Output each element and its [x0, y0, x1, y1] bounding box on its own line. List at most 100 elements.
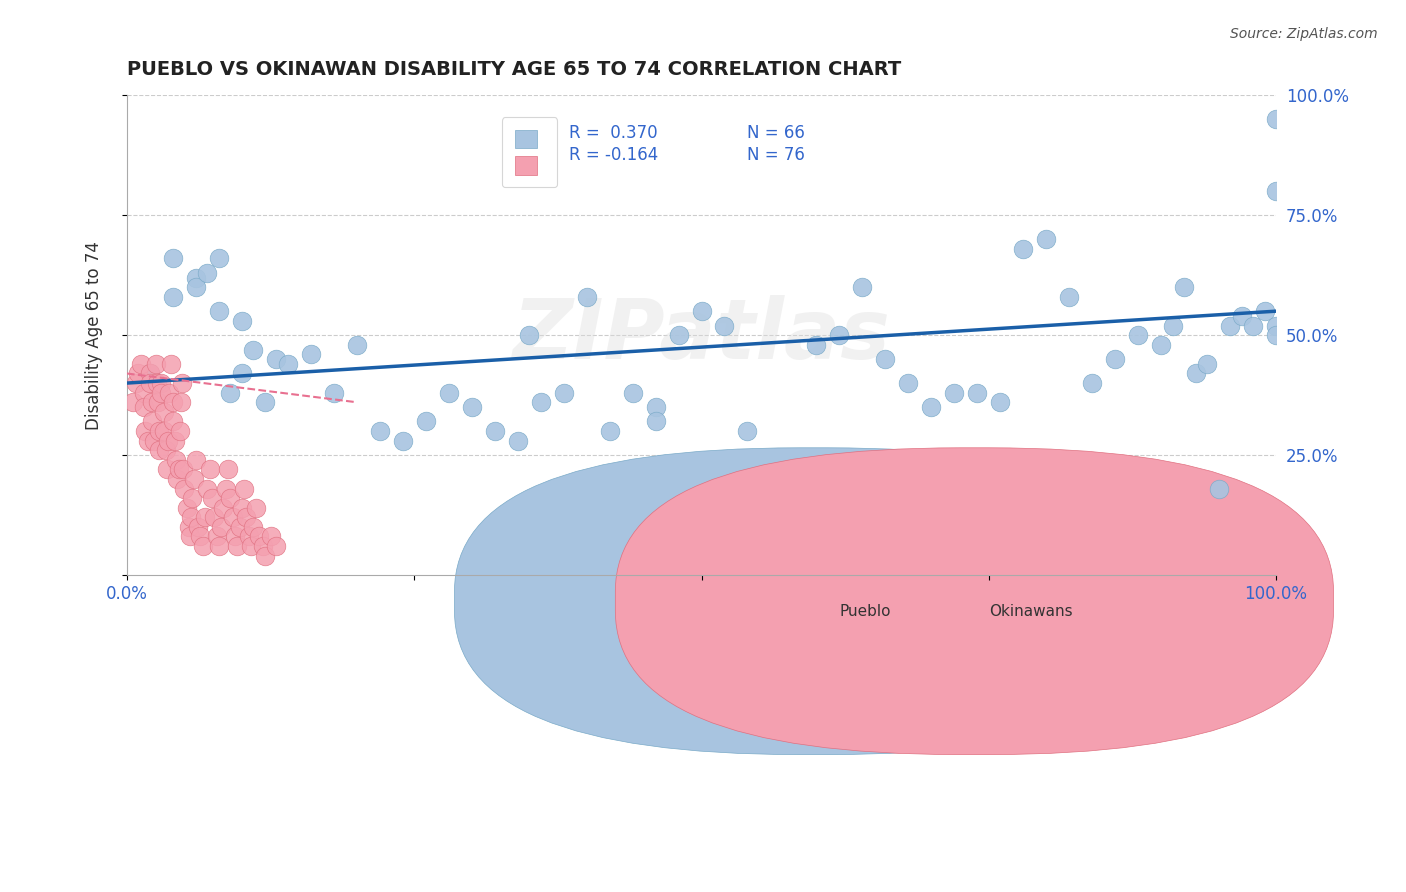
Point [162, 414, 184, 428]
Point [277, 357, 299, 371]
Point [644, 414, 666, 428]
Point [221, 510, 243, 524]
Point [415, 414, 437, 428]
Point [920, 400, 942, 414]
Point [143, 434, 166, 448]
Point [851, 280, 873, 294]
Point [209, 520, 232, 534]
Point [121, 395, 143, 409]
Point [238, 529, 260, 543]
Text: Source: ZipAtlas.com: Source: ZipAtlas.com [1230, 27, 1378, 41]
Point [266, 539, 288, 553]
Point [1219, 318, 1241, 333]
Point [195, 266, 218, 280]
Point [240, 539, 263, 553]
Point [169, 424, 191, 438]
Point [517, 328, 540, 343]
Point [1161, 318, 1184, 333]
Point [1241, 318, 1264, 333]
Point [125, 376, 148, 390]
Point [139, 376, 162, 390]
Point [228, 520, 250, 534]
Point [136, 434, 159, 448]
Point [217, 462, 239, 476]
Point [252, 539, 274, 553]
Point [391, 434, 413, 448]
Point [530, 395, 553, 409]
Point [245, 500, 267, 515]
Point [219, 491, 242, 505]
Y-axis label: Disability Age 65 to 74: Disability Age 65 to 74 [86, 241, 103, 430]
Point [266, 352, 288, 367]
Point [690, 304, 713, 318]
Point [181, 491, 204, 505]
Point [713, 318, 735, 333]
Point [1253, 304, 1275, 318]
Point [184, 280, 207, 294]
Point [129, 357, 152, 371]
Point [875, 352, 897, 367]
Point [150, 376, 173, 390]
Point [553, 385, 575, 400]
Point [177, 520, 200, 534]
Point [157, 434, 180, 448]
Point [299, 347, 322, 361]
Point [966, 385, 988, 400]
Point [176, 500, 198, 515]
Point [127, 367, 149, 381]
Point [368, 424, 391, 438]
Point [1150, 337, 1173, 351]
Point [1265, 184, 1288, 198]
Point [212, 500, 235, 515]
Point [150, 385, 173, 400]
Point [170, 376, 193, 390]
Point [148, 424, 170, 438]
Point [988, 395, 1011, 409]
Point [165, 434, 187, 448]
Point [231, 500, 253, 515]
Point [139, 367, 162, 381]
Point [1012, 242, 1035, 256]
Point [208, 304, 231, 318]
Point [1230, 309, 1253, 323]
Point [167, 462, 190, 476]
Point [1184, 367, 1206, 381]
Point [943, 385, 966, 400]
Point [1265, 318, 1288, 333]
Point [437, 385, 460, 400]
Point [484, 424, 506, 438]
Point [346, 337, 368, 351]
Point [148, 443, 170, 458]
Point [187, 520, 209, 534]
Point [152, 405, 174, 419]
Point [179, 529, 201, 543]
Legend: , : , [502, 118, 557, 186]
Point [165, 452, 187, 467]
Text: N = 66: N = 66 [748, 124, 806, 142]
Text: PUEBLO VS OKINAWAN DISABILITY AGE 65 TO 74 CORRELATION CHART: PUEBLO VS OKINAWAN DISABILITY AGE 65 TO … [127, 60, 901, 78]
Point [180, 510, 202, 524]
Point [162, 252, 184, 266]
Point [828, 328, 851, 343]
Point [460, 400, 482, 414]
Text: Okinawans: Okinawans [988, 604, 1073, 618]
Point [644, 400, 666, 414]
Text: ZIPatlas: ZIPatlas [513, 294, 890, 376]
Point [1104, 352, 1126, 367]
Point [253, 395, 276, 409]
Point [1265, 112, 1288, 127]
Text: N = 76: N = 76 [748, 145, 806, 164]
Point [224, 529, 246, 543]
Point [242, 343, 264, 357]
Point [166, 472, 188, 486]
Point [219, 385, 242, 400]
Point [253, 549, 276, 563]
Point [208, 252, 231, 266]
Point [575, 290, 598, 304]
FancyBboxPatch shape [454, 448, 1173, 755]
FancyBboxPatch shape [616, 448, 1333, 755]
Point [1081, 376, 1104, 390]
Point [242, 520, 264, 534]
Point [162, 395, 184, 409]
Point [141, 414, 163, 428]
